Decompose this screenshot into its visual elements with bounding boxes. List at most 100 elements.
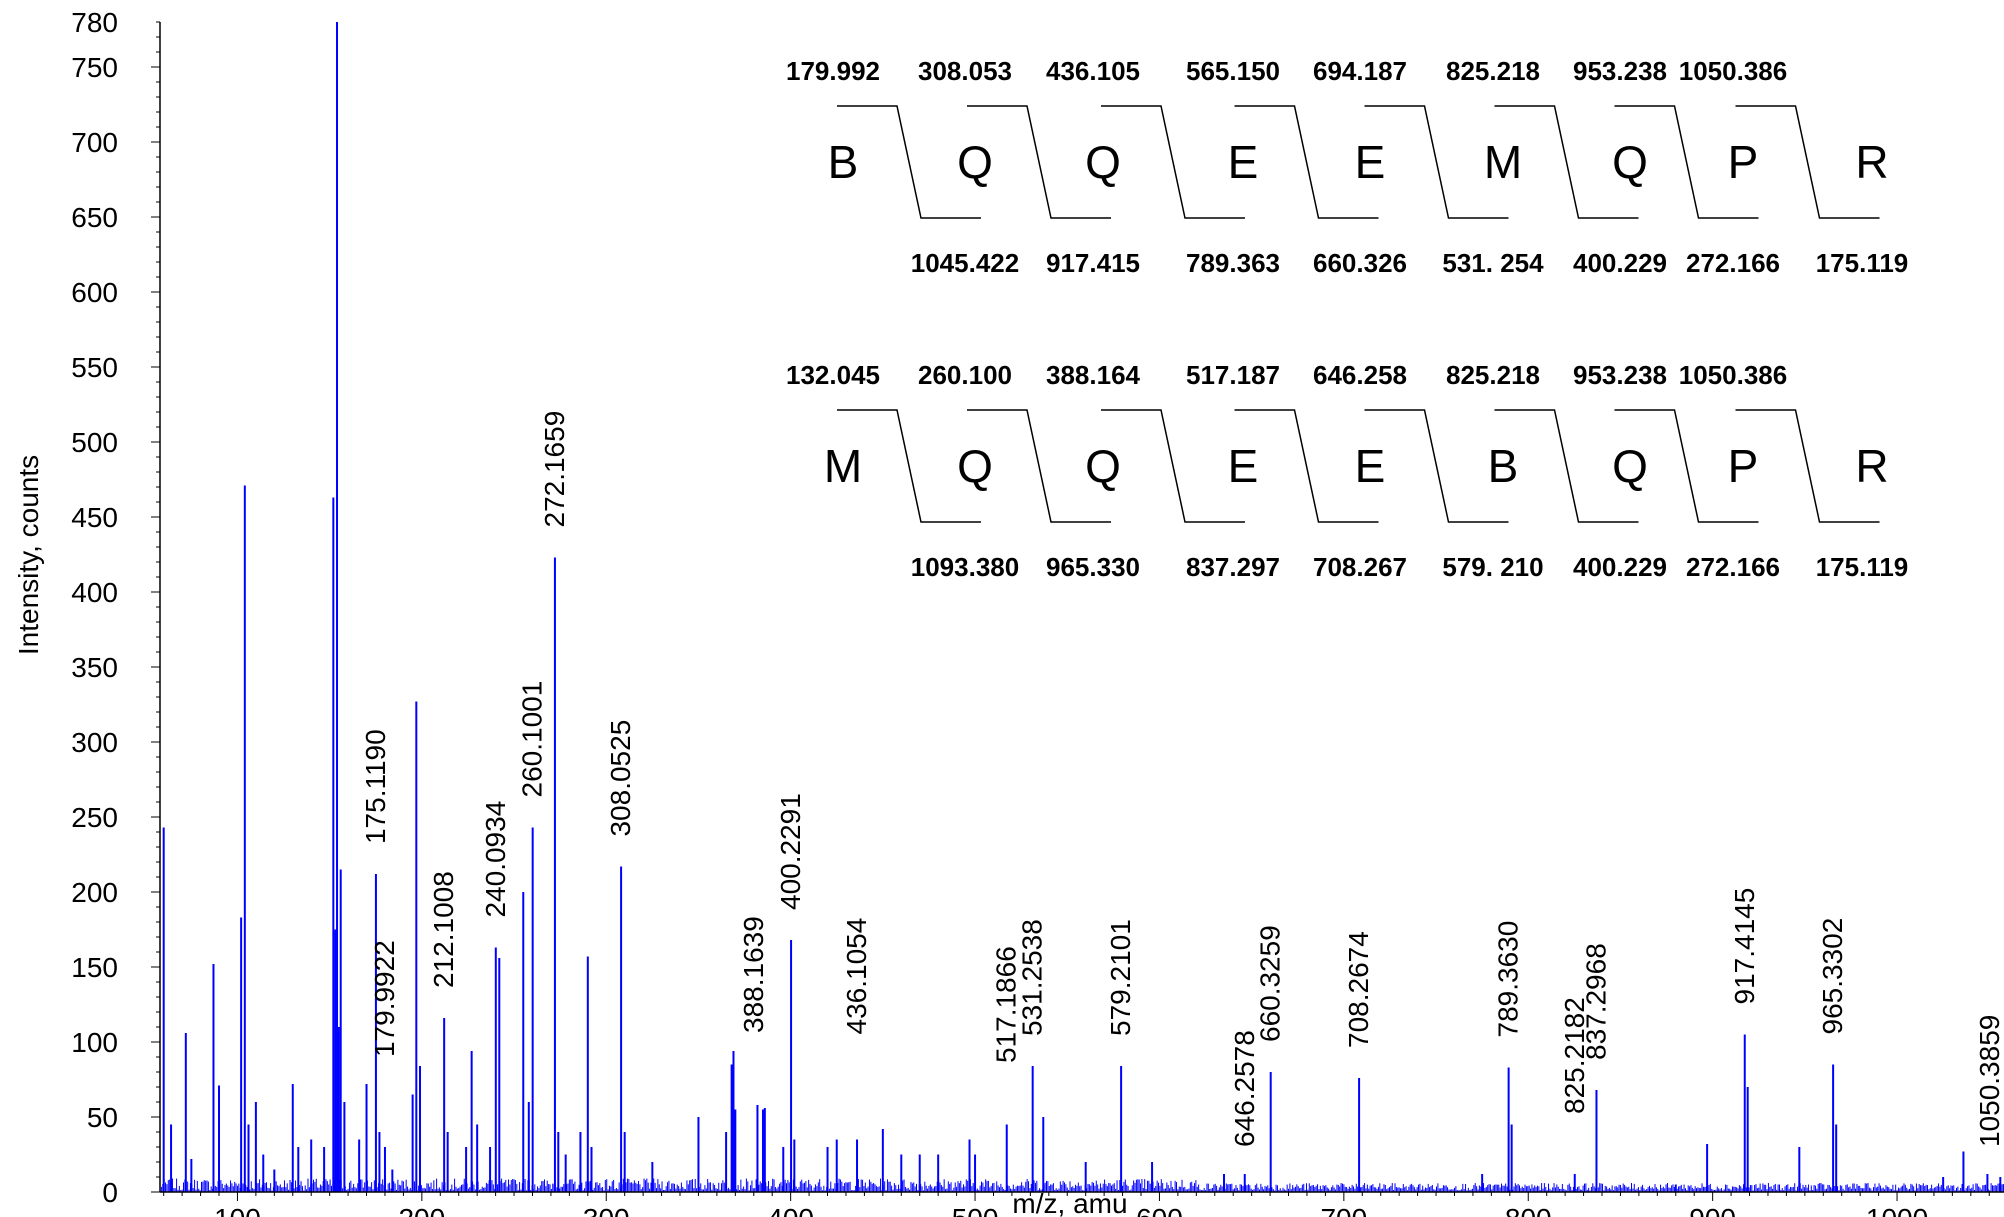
sequence-map-1: 179.992 308.053 436.105 565.150 694.187 825.2… — [786, 56, 1908, 278]
y-tick-label: 300 — [71, 727, 118, 758]
cleavage-marker — [967, 409, 1111, 523]
residue-letter: R — [1855, 440, 1888, 492]
n-fragment-mass: 953.238 — [1573, 56, 1667, 86]
c-fragment-mass: 272.166 — [1686, 248, 1780, 278]
c-fragment-mass: 579. 210 — [1442, 552, 1543, 582]
axes — [159, 22, 2004, 1193]
peak-label: 531.2538 — [1017, 919, 1048, 1036]
y-tick-label: 650 — [71, 202, 118, 233]
peak-label: 837.2968 — [1580, 943, 1611, 1060]
c-fragment-mass: 175.119 — [1816, 552, 1909, 582]
x-tick-label: 600 — [1136, 1203, 1183, 1217]
y-tick-label: 400 — [71, 577, 118, 608]
residue-letter: M — [1484, 136, 1522, 188]
residue-letter: E — [1355, 136, 1386, 188]
peak-label: 260.1001 — [517, 681, 548, 798]
y-axis-label: Intensity, counts — [13, 455, 44, 655]
residue-letter: Q — [957, 136, 993, 188]
cleavage-marker — [837, 409, 981, 523]
n-fragment-mass: 436.105 — [1046, 56, 1140, 86]
n-fragment-mass: 388.164 — [1046, 360, 1141, 390]
n-fragment-mass: 694.187 — [1313, 56, 1407, 86]
n-fragment-mass: 953.238 — [1573, 360, 1667, 390]
residue-letter: B — [1488, 440, 1519, 492]
sequence-map-2: 132.045 260.100 388.164 517.187 646.258 825.2… — [786, 360, 1908, 582]
x-tick-label: 200 — [398, 1203, 445, 1217]
peak-label: 212.1008 — [428, 871, 459, 988]
peak-labels: 175.1190 179.9922 212.1008 240.0934260.1001… — [360, 411, 2004, 1147]
y-tick-label: 600 — [71, 277, 118, 308]
x-tick-label: 700 — [1320, 1203, 1367, 1217]
residue-letter: Q — [1085, 440, 1121, 492]
n-fragment-mass: 825.218 — [1446, 56, 1540, 86]
n-fragment-mass: 517.187 — [1186, 360, 1280, 390]
n-fragment-mass: 825.218 — [1446, 360, 1540, 390]
residue-letter: Q — [1612, 440, 1648, 492]
peak-label: 1050.3859 — [1974, 1015, 2004, 1147]
c-fragment-mass: 272.166 — [1686, 552, 1780, 582]
cleavage-marker — [1735, 409, 1880, 523]
cleavage-marker — [1364, 409, 1509, 523]
residue-letter: E — [1228, 136, 1259, 188]
n-fragment-mass: 179.992 — [786, 56, 880, 86]
peak-label: 517.1866 — [991, 946, 1022, 1063]
residue-letter: P — [1728, 136, 1759, 188]
peak-label: 272.1659 — [539, 411, 570, 528]
y-tick-label: 500 — [71, 427, 118, 458]
peak-label: 965.3302 — [1817, 918, 1848, 1035]
y-tick-label: 100 — [71, 1027, 118, 1058]
x-tick-label: 100 — [214, 1203, 261, 1217]
residue-letter: E — [1355, 440, 1386, 492]
x-axis-label: m/z, amu — [1012, 1188, 1127, 1217]
y-tick-label: 200 — [71, 877, 118, 908]
y-axis-ticks: 0 50 100 150 200 250 300 350 400 450 500 550 600 650 7… — [71, 7, 160, 1208]
residue-letter: R — [1855, 136, 1888, 188]
residue-letter: P — [1728, 440, 1759, 492]
peak-label: 825.2182 — [1559, 997, 1590, 1114]
n-fragment-mass: 1050.386 — [1679, 56, 1787, 86]
c-fragment-mass: 708.267 — [1313, 552, 1407, 582]
x-tick-label: 1000 — [1866, 1203, 1928, 1217]
peak-label: 917.4145 — [1729, 888, 1760, 1005]
peak-label: 240.0934 — [480, 801, 511, 918]
y-tick-label: 350 — [71, 652, 118, 683]
peak-label: 646.2578 — [1229, 1030, 1260, 1147]
y-tick-label: 250 — [71, 802, 118, 833]
spectrum-plot: 0 50 100 150 200 250 300 350 400 450 500 550 600 650 7… — [13, 7, 2004, 1217]
c-fragment-mass: 965.330 — [1046, 552, 1140, 582]
n-fragment-mass: 646.258 — [1313, 360, 1407, 390]
c-fragment-mass: 400.229 — [1573, 552, 1667, 582]
n-fragment-mass: 565.150 — [1186, 56, 1280, 86]
n-fragment-mass: 260.100 — [918, 360, 1012, 390]
residue-letter: M — [824, 440, 862, 492]
x-tick-label: 300 — [583, 1203, 630, 1217]
peak-label: 789.3630 — [1493, 921, 1524, 1038]
c-fragment-mass: 837.297 — [1186, 552, 1280, 582]
cleavage-marker — [967, 105, 1111, 219]
c-fragment-mass: 1045.422 — [911, 248, 1019, 278]
x-axis-ticks: 100 200 300 400 500 600 700 800 900 1000 — [163, 1192, 1990, 1217]
peak-label: 175.1190 — [360, 729, 391, 844]
y-tick-label: 0 — [102, 1177, 118, 1208]
spectrum-peaks — [159, 22, 2004, 1192]
c-fragment-mass: 531. 254 — [1442, 248, 1544, 278]
residue-letter: B — [828, 136, 859, 188]
cleavage-marker — [1494, 409, 1639, 523]
cleavage-marker — [1234, 105, 1379, 219]
peak-label: 579.2101 — [1105, 919, 1136, 1036]
residue-letter: Q — [1085, 136, 1121, 188]
peak-label: 388.1639 — [738, 916, 769, 1033]
n-fragment-mass: 308.053 — [918, 56, 1012, 86]
y-tick-label: 150 — [71, 952, 118, 983]
peak-label: 400.2291 — [775, 793, 806, 910]
cleavage-marker — [1735, 105, 1880, 219]
cleavage-marker — [1101, 105, 1245, 219]
residue-letter: E — [1228, 440, 1259, 492]
cleavage-marker — [1614, 105, 1759, 219]
peak-label: 660.3259 — [1255, 925, 1286, 1042]
cleavage-marker — [1494, 105, 1639, 219]
c-fragment-mass: 1093.380 — [911, 552, 1019, 582]
n-fragment-mass: 1050.386 — [1679, 360, 1787, 390]
y-tick-label: 50 — [87, 1102, 118, 1133]
